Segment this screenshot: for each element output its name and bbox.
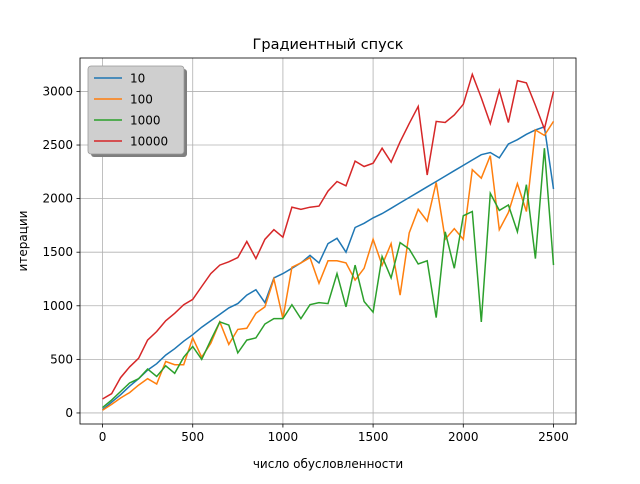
x-tick-label: 1000 — [268, 430, 299, 444]
data-line — [102, 148, 555, 409]
legend-label: 100 — [130, 93, 153, 107]
data-line — [102, 120, 555, 411]
y-tick-label: 1500 — [42, 245, 73, 259]
x-tick-label: 2000 — [448, 430, 479, 444]
x-axis-label: число обусловленности — [253, 457, 403, 471]
x-tick-label: 1500 — [358, 430, 389, 444]
y-tick-label: 2000 — [42, 192, 73, 206]
y-tick-label: 2500 — [42, 138, 73, 152]
x-tick-label: 2500 — [538, 430, 569, 444]
x-tick-label: 500 — [181, 430, 204, 444]
y-axis-label: итерации — [16, 211, 30, 272]
legend-label: 1000 — [130, 114, 161, 128]
x-tick-label: 0 — [99, 430, 107, 444]
y-tick-label: 500 — [50, 352, 73, 366]
legend-box — [87, 65, 185, 155]
y-tick-label: 0 — [65, 406, 73, 420]
legend-label: 10000 — [130, 135, 168, 149]
data-line — [102, 125, 555, 411]
legend-label: 10 — [130, 72, 145, 86]
y-tick-label: 3000 — [42, 84, 73, 98]
plot-frame — [79, 57, 577, 425]
data-line — [102, 71, 555, 400]
y-tick-label: 1000 — [42, 299, 73, 313]
chart-title: Градиентный спуск — [253, 37, 404, 53]
